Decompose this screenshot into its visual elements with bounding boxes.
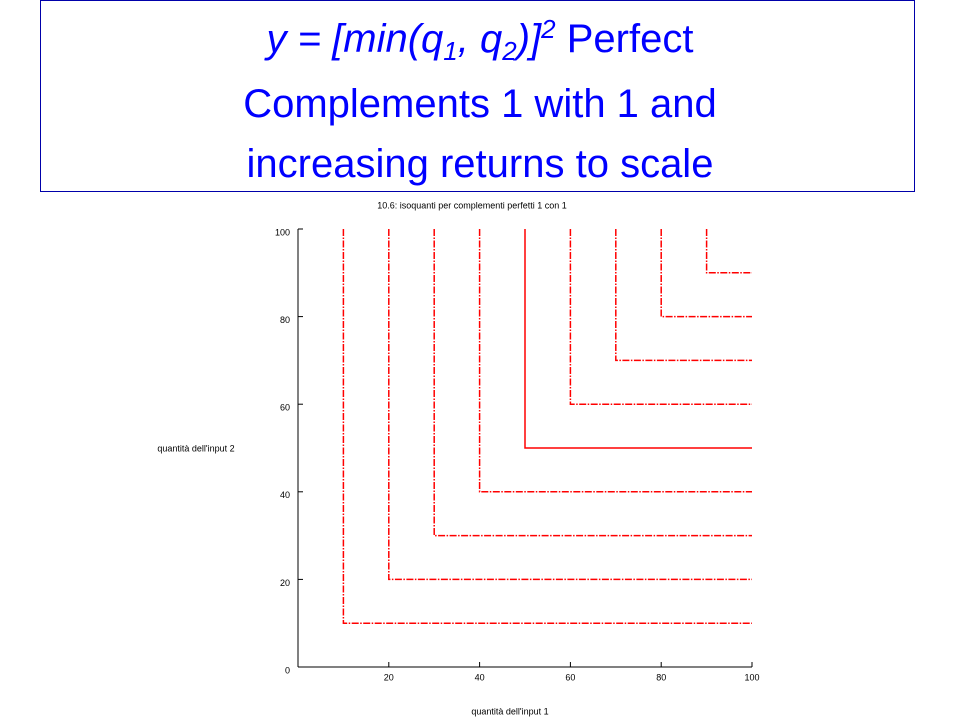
slide-title: y = [min(q1, q2)]2 Perfect xyxy=(264,14,694,66)
isoquant xyxy=(342,229,752,624)
x-tick-label: 20 xyxy=(384,672,394,682)
slide-title: Complements 1 with 1 and xyxy=(243,82,717,126)
y-tick-label: 100 xyxy=(275,227,290,237)
x-axis-label: quantità dell'input 1 xyxy=(471,706,548,716)
x-tick-label: 60 xyxy=(565,672,575,682)
isoquant xyxy=(705,229,752,274)
x-tick-label: 100 xyxy=(744,672,759,682)
title-segment: 2 xyxy=(501,36,517,66)
isoquant xyxy=(388,229,752,581)
title-segment: , q xyxy=(458,17,502,61)
slide-title: increasing returns to scale xyxy=(247,142,714,186)
isoquant xyxy=(524,229,752,449)
title-segment: 1 xyxy=(443,36,457,66)
title-segment: )] xyxy=(513,17,542,61)
y-tick-label: 20 xyxy=(280,578,290,588)
title-segment: Perfect xyxy=(556,17,694,61)
y-tick-label: 80 xyxy=(280,315,290,325)
isoquant xyxy=(433,229,752,537)
title-segment: 2 xyxy=(540,14,556,44)
y-axis-label: quantità dell'input 2 xyxy=(157,443,234,453)
isoquant xyxy=(478,229,752,493)
title-segment: y = [min(q xyxy=(264,17,444,61)
isoquant xyxy=(569,229,752,405)
isoquant xyxy=(660,229,752,318)
isoquant xyxy=(615,229,752,362)
x-tick-label: 40 xyxy=(475,672,485,682)
y-tick-label: 60 xyxy=(280,403,290,413)
x-tick-label: 80 xyxy=(656,672,666,682)
y-tick-label: 0 xyxy=(285,665,290,675)
title-box xyxy=(40,0,915,192)
chart-title: 10.6: isoquanti per complementi perfetti… xyxy=(377,200,567,210)
y-tick-label: 40 xyxy=(280,490,290,500)
